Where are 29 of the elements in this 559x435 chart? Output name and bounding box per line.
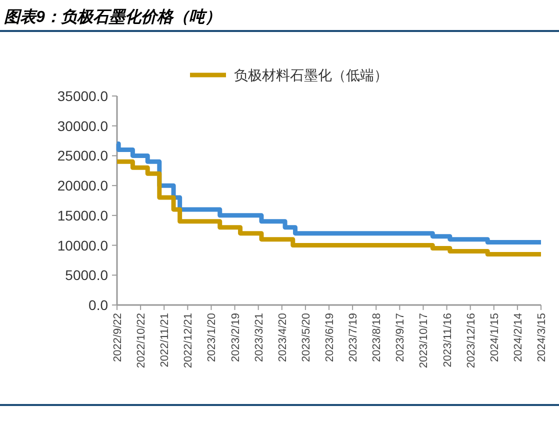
x-tick-label: 2024/3/15: [536, 313, 548, 362]
x-tick-label: 2022/11/21: [159, 313, 172, 368]
x-tick-label: 2023/2/19: [230, 313, 242, 362]
x-tick-label: 2023/8/18: [371, 313, 384, 362]
x-tick-label: 2023/5/20: [300, 313, 312, 362]
y-tick-label: 25000.0: [57, 148, 108, 164]
x-tick-label: 2022/10/22: [136, 313, 148, 368]
y-tick-label: 15000.0: [57, 207, 108, 224]
y-tick-label: 0.0: [88, 297, 108, 313]
y-tick-label: 5000.0: [65, 267, 108, 284]
x-tick-label: 2023/1/20: [206, 313, 218, 362]
x-tick-label: 2023/6/19: [324, 313, 336, 362]
x-tick-label: 2023/3/21: [253, 313, 266, 362]
chart-title: 图表9：负极石墨化价格（吨）: [4, 8, 221, 26]
x-tick-label: 2024/1/15: [488, 313, 501, 362]
x-tick-label: 2024/2/14: [512, 313, 524, 362]
y-tick-label: 10000.0: [57, 237, 108, 254]
x-tick-label: 2023/4/20: [276, 313, 289, 362]
legend-label: 负极材料石墨化（低端）: [234, 67, 388, 83]
x-tick-label: 2023/12/16: [465, 313, 478, 368]
x-tick-label: 2023/11/16: [442, 313, 454, 368]
x-tick-label: 2022/12/21: [182, 313, 195, 368]
y-tick-label: 20000.0: [57, 178, 108, 194]
y-tick-label: 35000.0: [57, 88, 108, 104]
x-tick-label: 2023/9/17: [394, 313, 407, 362]
x-tick-label: 2023/7/19: [348, 313, 360, 362]
x-tick-label: 2023/10/17: [418, 313, 430, 368]
y-tick-label: 30000.0: [57, 118, 108, 134]
x-tick-label: 2022/9/22: [112, 313, 124, 362]
